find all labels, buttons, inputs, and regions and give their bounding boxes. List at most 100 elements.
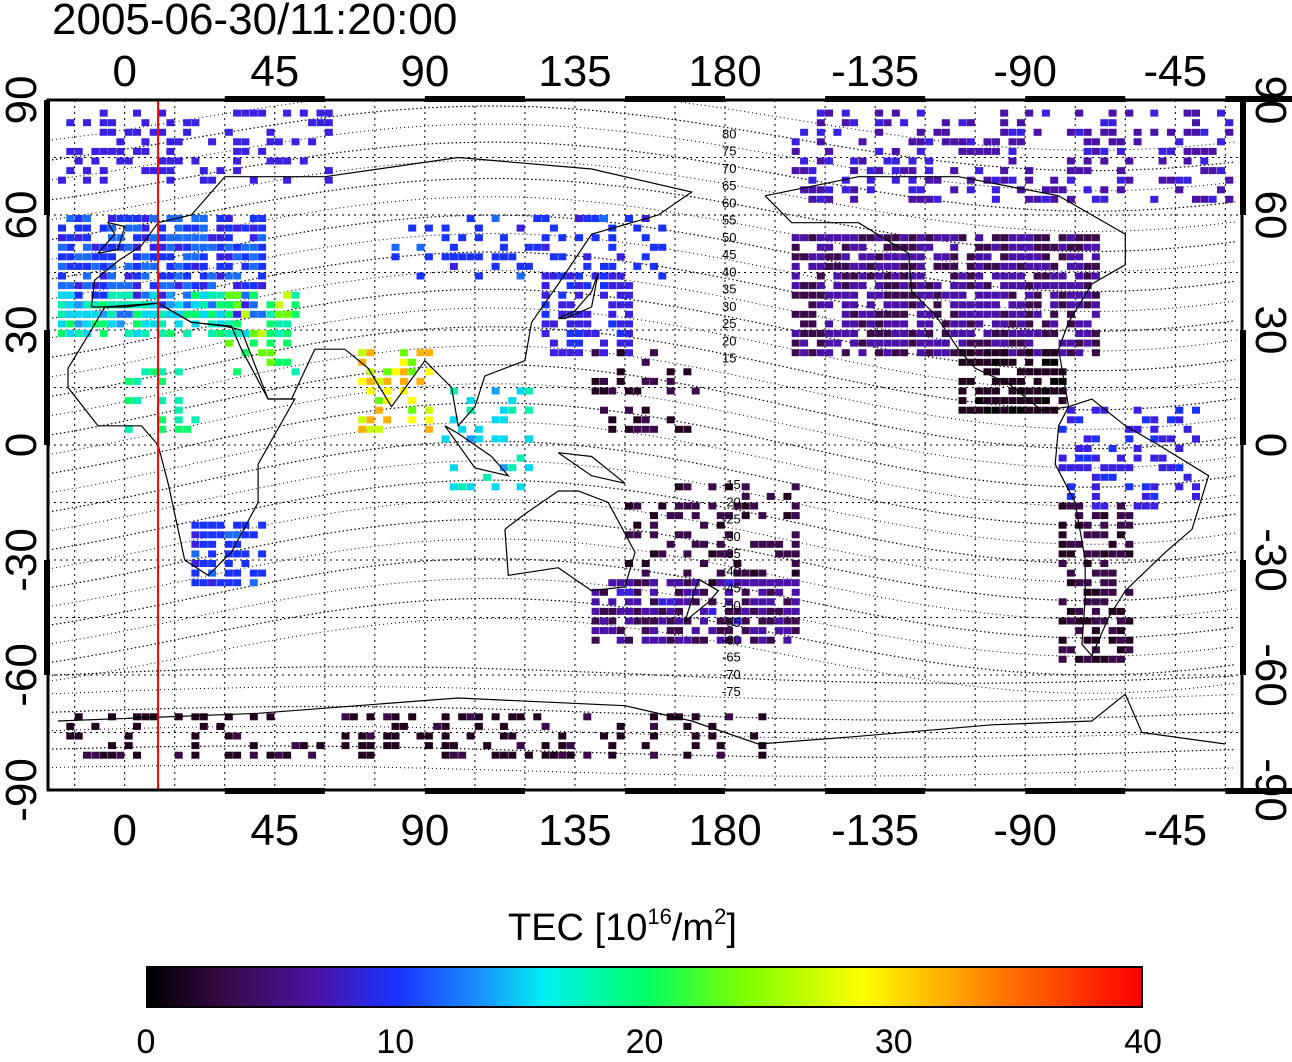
tec-cell bbox=[1091, 607, 1100, 615]
tec-cell bbox=[625, 598, 633, 606]
tec-cell bbox=[1150, 128, 1159, 136]
tec-cell bbox=[208, 579, 217, 587]
tec-cell bbox=[249, 339, 258, 347]
tec-cell bbox=[1116, 502, 1125, 510]
tec-cell bbox=[1141, 492, 1150, 500]
tec-cell bbox=[1016, 339, 1025, 347]
tec-cell bbox=[800, 128, 809, 136]
tick-label: -90 bbox=[1246, 758, 1292, 822]
tec-cell bbox=[850, 119, 859, 127]
tec-cell bbox=[1100, 186, 1109, 194]
tec-cell bbox=[891, 262, 900, 270]
tec-cell bbox=[549, 272, 558, 280]
tec-cell bbox=[1208, 195, 1217, 203]
tec-cell bbox=[1041, 282, 1050, 290]
tec-cell bbox=[591, 588, 600, 596]
tec-cell bbox=[883, 262, 892, 270]
tec-cell bbox=[491, 435, 500, 443]
tec-cell bbox=[1108, 588, 1117, 596]
tec-cell bbox=[149, 301, 158, 309]
tec-cell bbox=[966, 253, 975, 261]
tec-cell bbox=[491, 483, 500, 491]
tec-cell bbox=[258, 349, 267, 357]
tec-cell bbox=[975, 243, 984, 251]
tec-cell bbox=[575, 339, 583, 347]
contour-line bbox=[48, 383, 1236, 469]
tec-cell bbox=[258, 262, 267, 270]
tec-cell bbox=[283, 751, 292, 759]
tec-cell bbox=[1075, 464, 1084, 472]
tec-cell bbox=[583, 751, 592, 759]
tec-cell bbox=[575, 272, 583, 280]
tec-cell bbox=[566, 301, 575, 309]
tec-cell bbox=[416, 349, 425, 357]
tec-cell bbox=[625, 320, 633, 328]
tec-cell bbox=[650, 377, 658, 385]
tec-cell bbox=[549, 751, 558, 759]
tec-cell bbox=[891, 291, 900, 299]
tec-cell bbox=[633, 607, 642, 615]
tec-cell bbox=[366, 416, 375, 424]
tec-cell bbox=[499, 464, 508, 472]
tec-cell bbox=[366, 349, 375, 357]
tec-cell bbox=[933, 282, 942, 290]
tec-cell bbox=[916, 301, 925, 309]
tec-cell bbox=[1058, 253, 1067, 261]
contour-line bbox=[48, 402, 1236, 488]
tec-cell bbox=[941, 291, 950, 299]
tec-cell bbox=[266, 349, 275, 357]
tec-cell bbox=[575, 282, 583, 290]
tec-cell bbox=[1075, 416, 1084, 424]
tec-cell bbox=[875, 234, 884, 242]
tec-cell bbox=[725, 588, 733, 596]
tec-cell bbox=[1100, 147, 1109, 155]
tec-cell bbox=[966, 377, 975, 385]
tec-cell bbox=[91, 751, 100, 759]
frame-tick-bar bbox=[224, 788, 325, 794]
tec-cell bbox=[658, 598, 667, 606]
tec-cell bbox=[866, 339, 875, 347]
tec-cell bbox=[766, 579, 775, 587]
tec-cell bbox=[616, 636, 625, 644]
tec-cell bbox=[733, 617, 742, 625]
tec-cell bbox=[524, 464, 533, 472]
tec-cell bbox=[750, 502, 759, 510]
tec-cell bbox=[1050, 368, 1059, 376]
tec-cell bbox=[816, 138, 825, 146]
tec-cell bbox=[841, 310, 850, 318]
tec-cell bbox=[224, 234, 233, 242]
tec-cell bbox=[133, 234, 141, 242]
tec-cell bbox=[233, 531, 242, 539]
tec-cell bbox=[866, 320, 875, 328]
tec-cell bbox=[1167, 464, 1175, 472]
tec-cell bbox=[716, 521, 725, 529]
tec-cell bbox=[991, 339, 1000, 347]
tec-cell bbox=[1058, 377, 1067, 385]
tec-cell bbox=[666, 617, 675, 625]
tec-cell bbox=[683, 531, 692, 539]
tec-cell bbox=[1058, 531, 1067, 539]
tec-cell bbox=[516, 454, 525, 462]
contour-label: -75 bbox=[722, 684, 741, 699]
tec-cell bbox=[266, 310, 275, 318]
tec-cell bbox=[324, 167, 333, 175]
tec-cell bbox=[233, 272, 242, 280]
tec-cell bbox=[74, 310, 83, 318]
tec-cell bbox=[783, 617, 792, 625]
contour-label: 30 bbox=[722, 299, 736, 314]
tec-cell bbox=[91, 147, 100, 155]
tec-cell bbox=[991, 138, 1000, 146]
tec-cell bbox=[1083, 560, 1092, 567]
tec-cell bbox=[1075, 243, 1084, 251]
tec-cell bbox=[875, 310, 884, 318]
tec-cell bbox=[950, 330, 959, 337]
tec-cell bbox=[1083, 435, 1092, 443]
tec-cell bbox=[958, 377, 967, 385]
tec-cell bbox=[991, 176, 1000, 184]
tec-cell bbox=[66, 253, 75, 261]
frame-tick-bar bbox=[1025, 788, 1126, 794]
tec-cell bbox=[566, 349, 575, 357]
tec-cell bbox=[958, 301, 967, 309]
tec-cell bbox=[1041, 272, 1050, 280]
